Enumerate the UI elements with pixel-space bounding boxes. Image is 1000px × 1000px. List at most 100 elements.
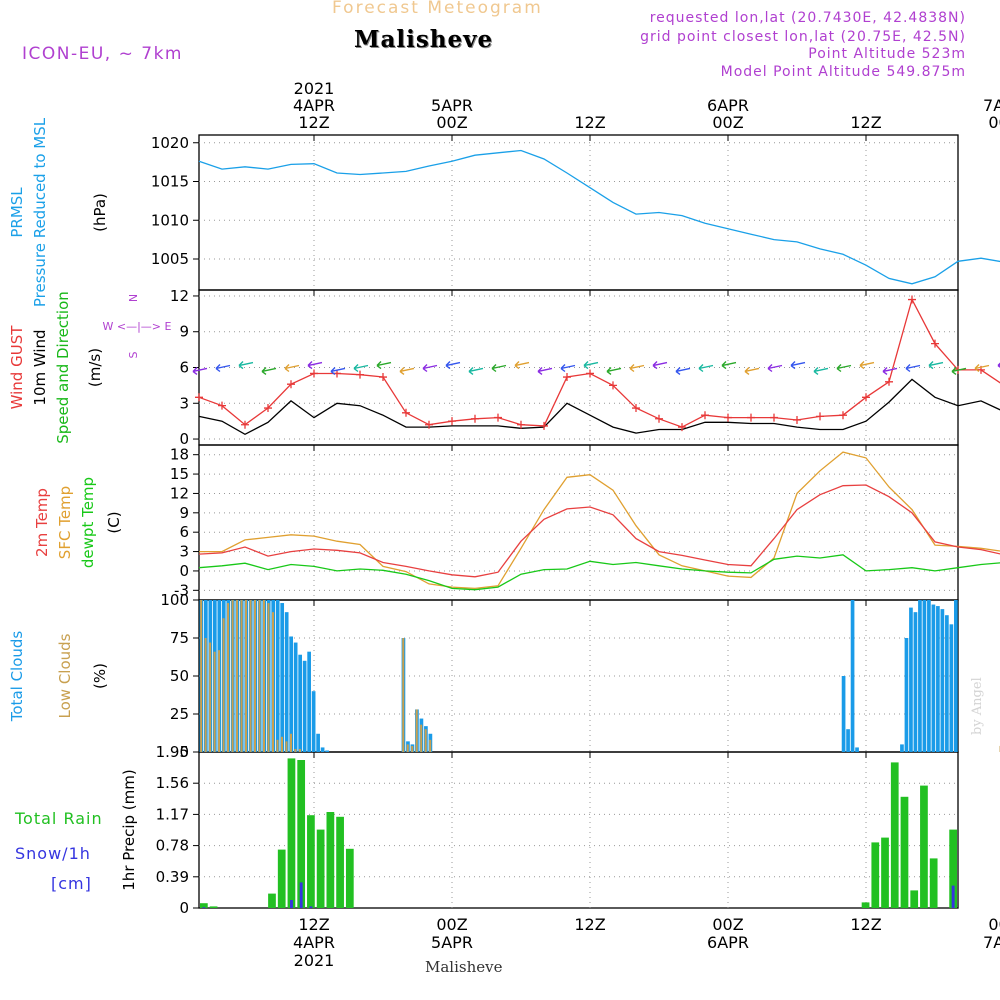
gust-marker xyxy=(241,420,249,429)
gust-marker xyxy=(540,421,548,430)
total-cloud-bar xyxy=(850,600,855,752)
gust-marker xyxy=(816,412,824,421)
bottom-time-label: 5APR xyxy=(431,933,473,952)
compass-n: N xyxy=(127,294,140,302)
y-tick-label: 1020 xyxy=(151,134,189,152)
y-tick-label: 3 xyxy=(179,543,189,561)
y-tick-label: 9 xyxy=(179,323,189,341)
y-tick-label: 1015 xyxy=(151,173,189,191)
wind-direction-arrow xyxy=(215,364,231,373)
y-tick-label: 9 xyxy=(179,504,189,522)
wind-direction-arrow xyxy=(675,366,691,376)
low-cloud-bar xyxy=(415,709,418,752)
top-time-label: 4APR xyxy=(293,96,335,115)
low-cloud-bar xyxy=(218,650,221,752)
gust-marker xyxy=(793,415,801,424)
unit-label: (C) xyxy=(105,511,123,533)
gust-marker xyxy=(402,408,410,417)
panel-frame-pressure xyxy=(198,134,959,291)
total-cloud-bar xyxy=(307,651,311,752)
rain-bar xyxy=(920,785,928,908)
total-cloud-bar xyxy=(904,638,909,752)
low-cloud-bar xyxy=(406,744,409,752)
top-time-label: 5APR xyxy=(431,96,473,115)
bottom-time-label: 00Z xyxy=(988,915,1000,934)
bottom-time-label: 12Z xyxy=(298,915,329,934)
rain-bar xyxy=(949,829,957,908)
product-title: Forecast Meteogram xyxy=(332,0,543,18)
total-cloud-bar xyxy=(284,612,289,752)
total-cloud-bar xyxy=(918,600,922,752)
rain-bar xyxy=(900,796,909,908)
panel-title: 10m Wind xyxy=(31,329,49,405)
y-tick-label: 1010 xyxy=(151,211,189,229)
wind-direction-arrow xyxy=(261,366,277,376)
rain-bar xyxy=(200,903,208,908)
rain-bar xyxy=(316,829,325,908)
top-time-label: 2021 xyxy=(294,79,335,98)
location-title: Malisheve xyxy=(354,26,494,53)
rain-bar xyxy=(287,758,296,908)
unit-label: (hPa) xyxy=(91,193,109,232)
wind-direction-arrow xyxy=(560,364,576,373)
snow-bar xyxy=(309,906,313,908)
panel-frame-precip xyxy=(198,751,959,909)
pressure-line xyxy=(198,149,1000,285)
gust-marker xyxy=(678,423,686,432)
total-cloud-bar xyxy=(909,607,913,752)
wind-direction-arrow xyxy=(376,361,392,370)
wind-direction-arrow xyxy=(951,366,967,376)
rain-bar xyxy=(307,815,315,908)
gust-marker xyxy=(310,369,318,378)
rain-legend: Total Rain xyxy=(14,809,103,828)
wind-direction-arrow xyxy=(491,364,507,373)
total-cloud-bar xyxy=(936,606,940,752)
gust-marker xyxy=(701,411,709,420)
panel-title: Low Clouds xyxy=(56,633,74,718)
low-cloud-bar xyxy=(294,748,297,752)
gust-marker xyxy=(448,417,456,426)
bottom-time-label: 6APR xyxy=(707,933,749,952)
y-tick-label: 1.17 xyxy=(156,805,189,823)
low-cloud-bar xyxy=(249,600,252,752)
rain-bar xyxy=(209,906,218,908)
gust-marker xyxy=(655,414,663,423)
gust-marker xyxy=(287,380,295,389)
low-cloud-bar xyxy=(267,603,270,752)
total-cloud-bar xyxy=(320,747,325,752)
gust-marker xyxy=(264,404,272,413)
low-cloud-bar xyxy=(245,600,248,752)
total-cloud-bar xyxy=(293,642,298,752)
gust-marker xyxy=(517,420,525,429)
unit-label: (m/s) xyxy=(86,348,104,387)
y-tick-label: 0 xyxy=(179,743,189,761)
precip-unit-label: 1hr Precip (mm) xyxy=(120,769,138,890)
low-cloud-bar xyxy=(420,724,423,752)
wind-direction-arrow xyxy=(307,361,323,370)
low-cloud-bar xyxy=(231,600,234,752)
y-tick-label: 50 xyxy=(170,667,189,685)
panel-title: SFC Temp xyxy=(56,486,74,559)
gust-marker xyxy=(586,369,594,378)
y-tick-label: 6 xyxy=(179,523,189,541)
low-cloud-bar xyxy=(254,600,257,752)
total-cloud-bar xyxy=(945,615,949,752)
unit-label: (%) xyxy=(91,663,109,689)
wind-direction-arrow xyxy=(353,364,369,373)
total-cloud-bar xyxy=(311,691,316,752)
y-tick-label: 1005 xyxy=(151,250,189,268)
top-time-label: 00Z xyxy=(712,113,743,132)
wind-direction-arrow xyxy=(330,366,346,376)
total-cloud-bar xyxy=(841,676,846,752)
gust-marker xyxy=(356,370,364,379)
top-time-label: 7APR xyxy=(983,96,1000,115)
gust-marker xyxy=(632,404,640,413)
snow-bar xyxy=(202,907,206,908)
total-cloud-bar xyxy=(316,733,320,752)
total-cloud-bar xyxy=(302,660,307,752)
total-cloud-bar xyxy=(931,604,936,752)
bottom-time-label: 12Z xyxy=(574,915,605,934)
wind-direction-arrow xyxy=(445,361,461,370)
panel-title: Speed and Direction xyxy=(54,291,72,444)
total-cloud-bar xyxy=(280,603,285,752)
